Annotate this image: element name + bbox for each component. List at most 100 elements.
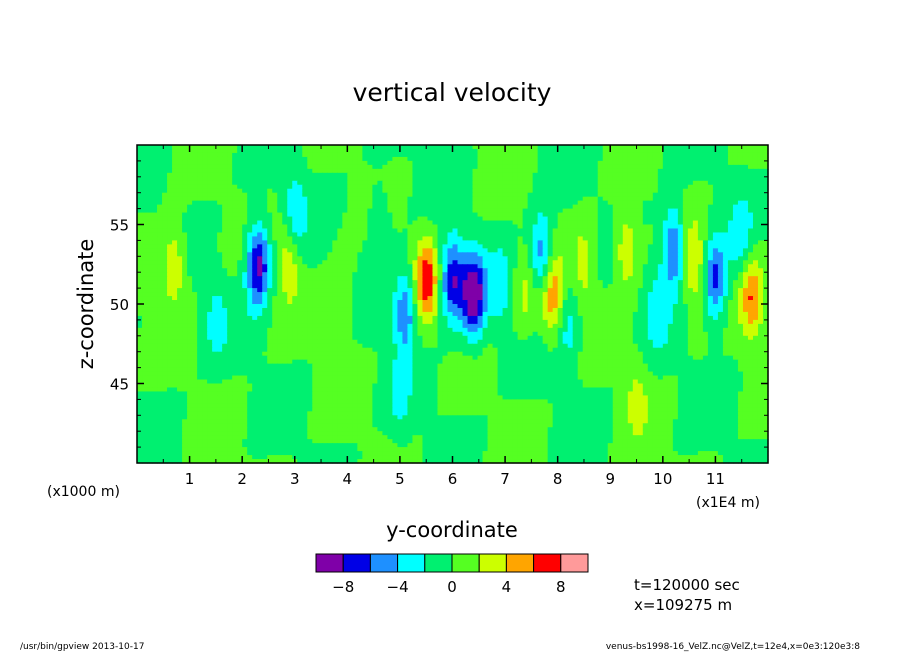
heatmap-cell <box>137 292 143 297</box>
heatmap-cell <box>667 232 674 238</box>
heatmap-cell <box>267 272 273 277</box>
heatmap-cell <box>337 228 343 234</box>
heatmap-cell <box>432 156 439 162</box>
heatmap-cell <box>342 228 348 234</box>
heatmap-cell <box>707 200 714 206</box>
heatmap-cell <box>367 176 373 182</box>
heatmap-cell <box>207 232 213 238</box>
heatmap-cell <box>302 200 308 206</box>
heatmap-cell <box>267 268 273 273</box>
heatmap-cell <box>677 188 684 194</box>
heatmap-cell <box>657 280 664 285</box>
heatmap-cell <box>612 145 619 150</box>
heatmap-cell <box>217 272 223 277</box>
heatmap-cell <box>297 148 303 154</box>
heatmap-cell <box>187 252 193 257</box>
heatmap-cell <box>462 256 469 261</box>
heatmap-cell <box>382 212 388 218</box>
heatmap-cell <box>177 276 183 281</box>
heatmap-cell <box>182 244 188 249</box>
heatmap-cell <box>542 176 549 182</box>
heatmap-cell <box>702 208 709 214</box>
heatmap-cell <box>427 300 434 305</box>
heatmap-cell <box>622 204 629 210</box>
heatmap-cell <box>682 292 689 297</box>
heatmap-cell <box>602 268 609 273</box>
heatmap-cell <box>212 300 218 305</box>
heatmap-cell <box>352 300 358 305</box>
heatmap-cell <box>392 236 399 242</box>
heatmap-cell <box>722 284 729 289</box>
heatmap-cell <box>237 268 243 273</box>
heatmap-cell <box>272 296 278 301</box>
heatmap-cell <box>332 164 338 170</box>
heatmap-cell <box>717 168 724 174</box>
heatmap-cell <box>692 260 699 265</box>
heatmap-cell <box>467 180 474 186</box>
heatmap-cell <box>642 280 649 285</box>
heatmap-cell <box>617 256 624 261</box>
heatmap-cell <box>167 192 173 198</box>
heatmap-cell <box>152 276 158 281</box>
heatmap-cell <box>162 168 168 174</box>
heatmap-cell <box>642 292 649 297</box>
heatmap-cell <box>247 280 253 285</box>
heatmap-cell <box>457 148 464 154</box>
heatmap-cell <box>667 212 674 218</box>
heatmap-cell <box>387 168 394 174</box>
heatmap-cell <box>742 292 749 297</box>
heatmap-cell <box>637 212 644 218</box>
heatmap-cell <box>542 300 549 305</box>
heatmap-cell <box>217 152 223 158</box>
heatmap-cell <box>242 288 248 293</box>
heatmap-cell <box>277 236 283 242</box>
heatmap-cell <box>597 268 604 273</box>
heatmap-cell <box>572 208 579 214</box>
heatmap-cell <box>307 216 313 222</box>
heatmap-cell <box>202 252 208 257</box>
heatmap-cell <box>467 184 474 190</box>
heatmap-cell <box>472 145 479 150</box>
heatmap-cell <box>727 145 734 150</box>
heatmap-cell <box>352 188 358 194</box>
heatmap-cell <box>577 276 584 281</box>
heatmap-cell <box>397 268 404 273</box>
heatmap-cell <box>677 156 684 162</box>
heatmap-cell <box>397 152 404 158</box>
heatmap-cell <box>402 280 409 285</box>
heatmap-cell <box>307 224 313 230</box>
heatmap-cell <box>507 232 514 238</box>
heatmap-cell <box>417 256 424 261</box>
heatmap-cell <box>502 204 509 210</box>
heatmap-cell <box>682 280 689 285</box>
heatmap-cell <box>152 208 158 214</box>
heatmap-cell <box>567 268 574 273</box>
heatmap-cell <box>522 244 529 249</box>
heatmap-cell <box>432 264 439 269</box>
heatmap-cell <box>477 248 484 253</box>
heatmap-cell <box>562 220 569 226</box>
heatmap-cell <box>362 172 368 178</box>
heatmap-cell <box>647 228 654 234</box>
heatmap-cell <box>392 300 399 305</box>
heatmap-cell <box>572 248 579 253</box>
heatmap-cell <box>387 172 394 178</box>
heatmap-cell <box>677 244 684 249</box>
heatmap-cell <box>242 180 248 186</box>
heatmap-cell <box>737 208 744 214</box>
heatmap-cell <box>247 180 253 186</box>
heatmap-cell <box>497 184 504 190</box>
heatmap-cell <box>472 204 479 210</box>
heatmap-cell <box>622 280 629 285</box>
heatmap-cell <box>317 164 323 170</box>
heatmap-cell <box>337 200 343 206</box>
heatmap-cell <box>582 268 589 273</box>
heatmap-cell <box>267 256 273 261</box>
heatmap-cell <box>532 260 539 265</box>
heatmap-cell <box>162 212 168 218</box>
heatmap-cell <box>212 188 218 194</box>
heatmap-cell <box>542 160 549 166</box>
heatmap-cell <box>547 176 554 182</box>
heatmap-cell <box>692 204 699 210</box>
heatmap-cell <box>427 228 434 234</box>
